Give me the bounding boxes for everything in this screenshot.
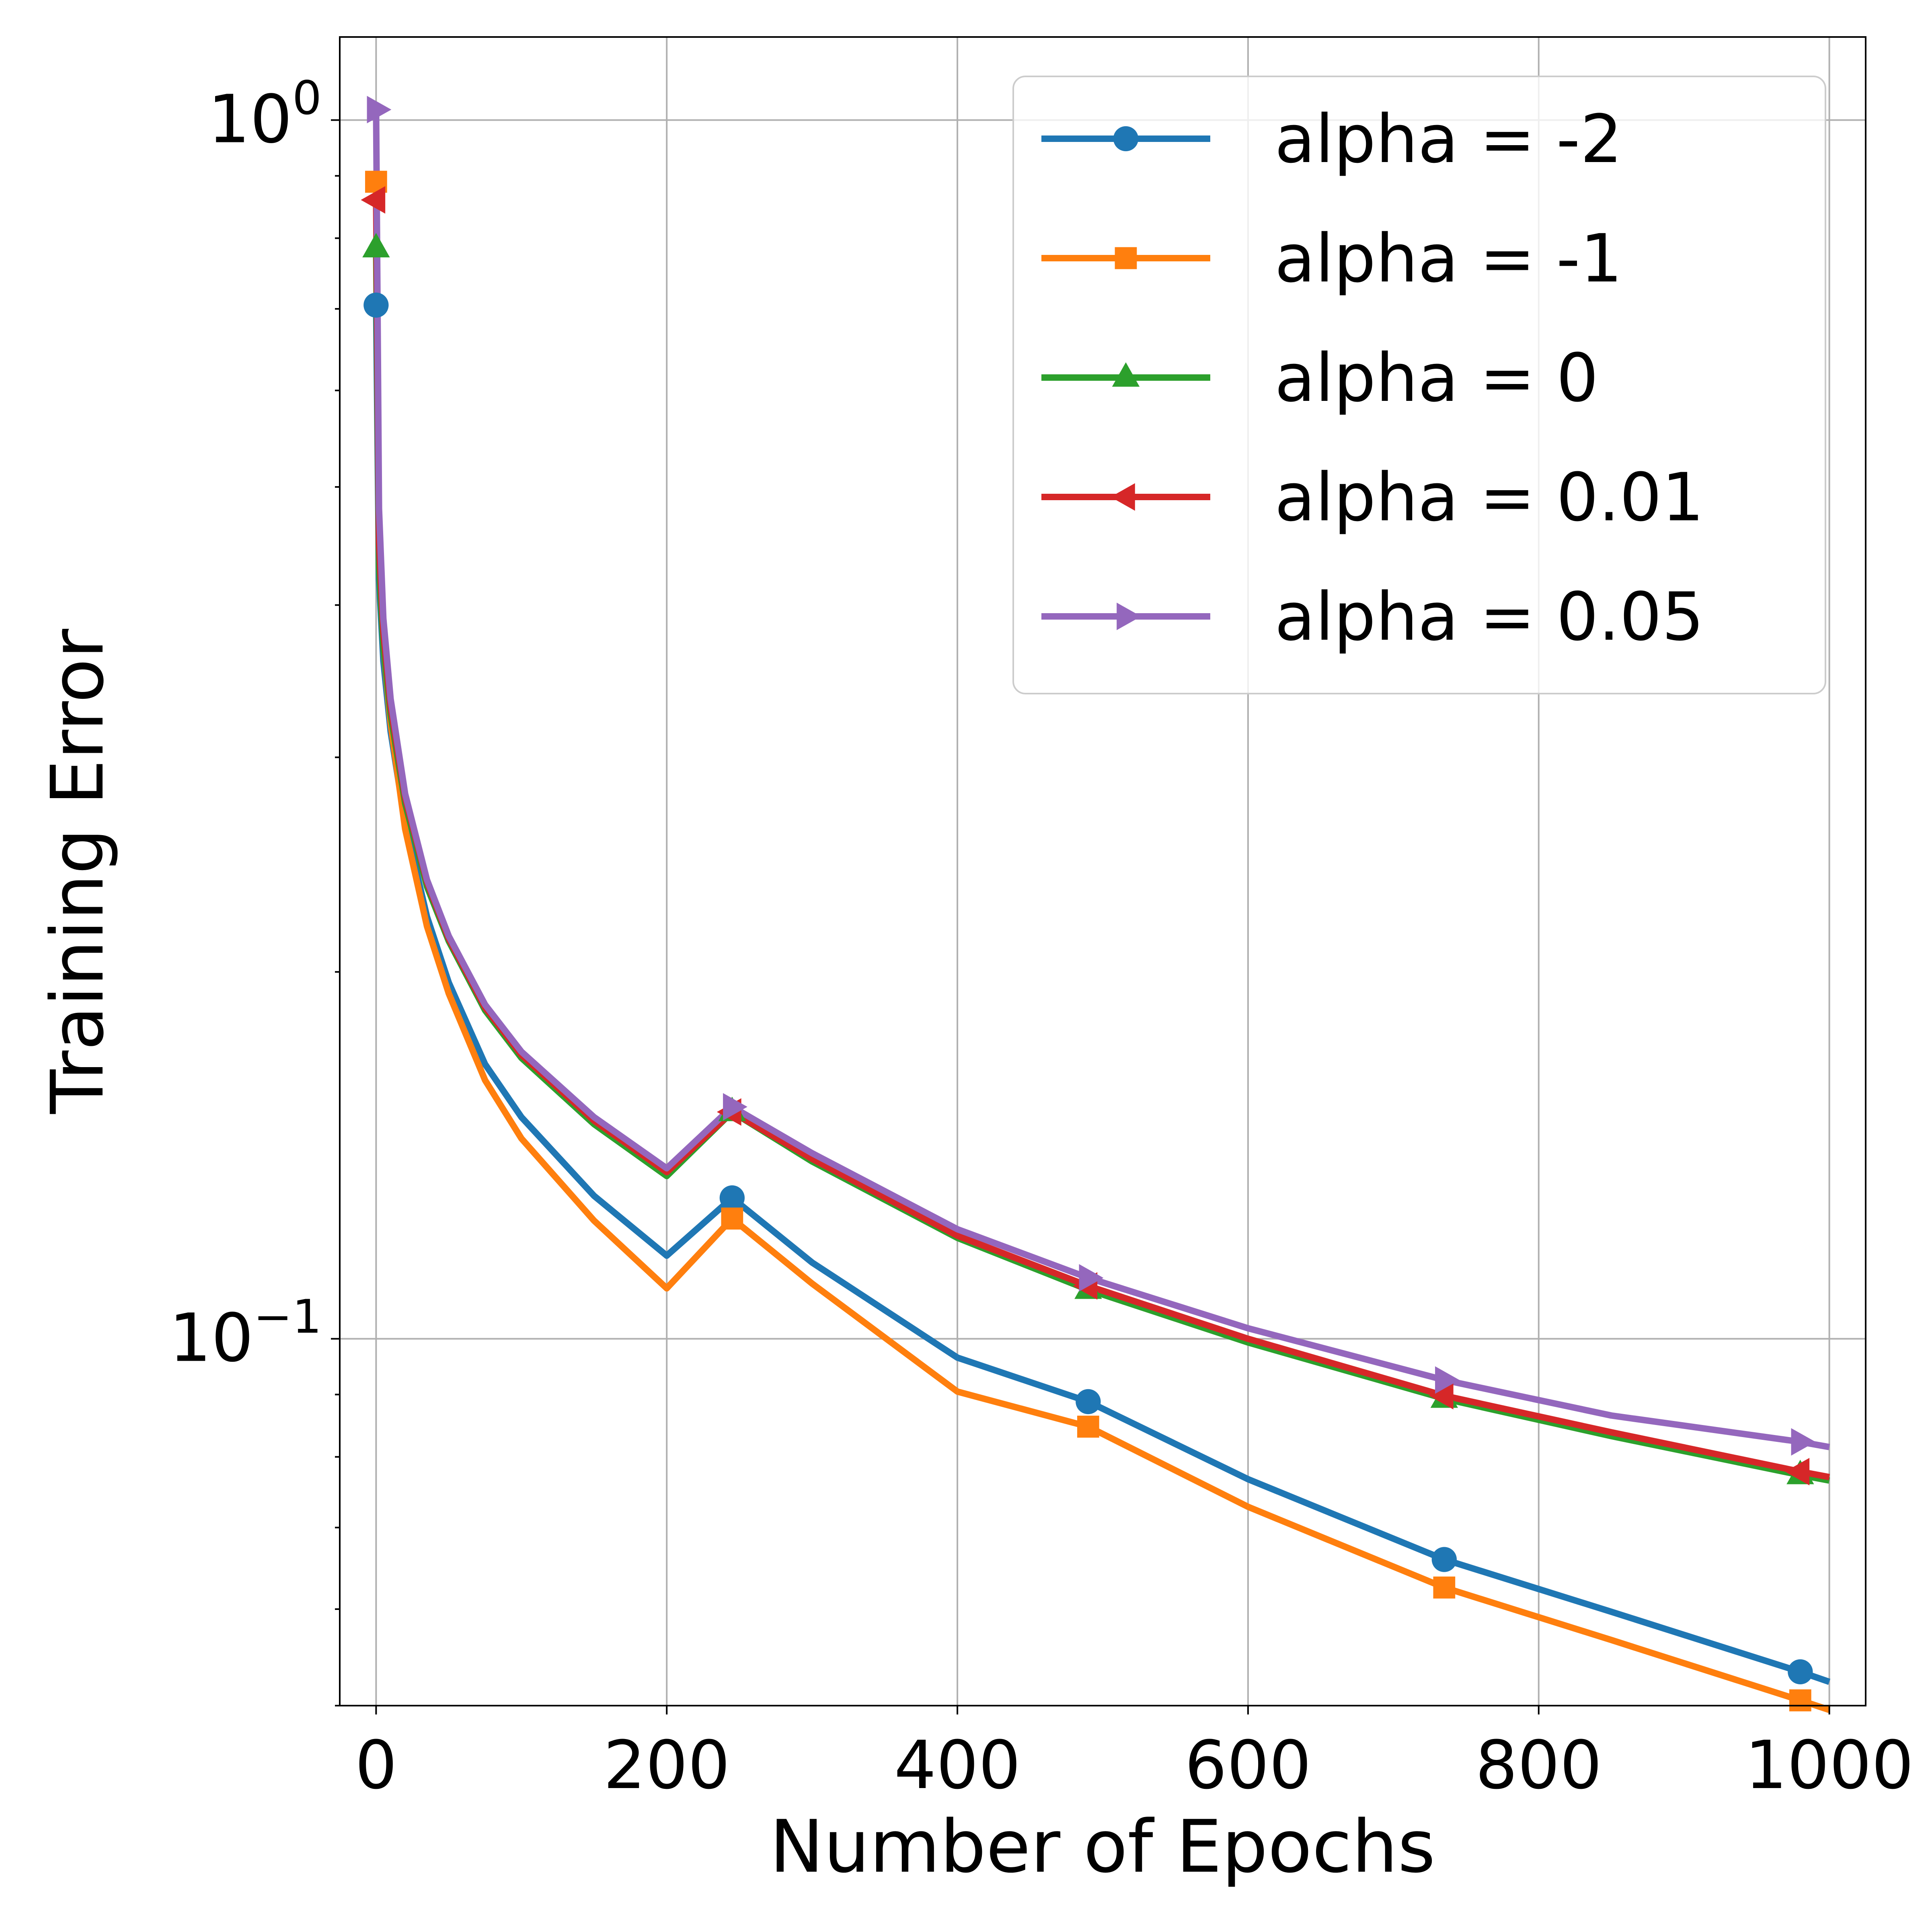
- data-point: [719, 1185, 745, 1211]
- data-point: [367, 96, 392, 123]
- data-point: [1076, 1389, 1101, 1415]
- legend-marker: [1117, 602, 1141, 630]
- data-point: [1791, 1428, 1816, 1456]
- x-tick-label: 400: [894, 1727, 1021, 1804]
- data-point: [1789, 1689, 1811, 1712]
- x-tick-label: 600: [1185, 1727, 1311, 1804]
- data-point: [721, 1207, 743, 1230]
- data-point: [362, 233, 390, 258]
- data-point: [1433, 1576, 1456, 1599]
- legend-marker: [1113, 126, 1139, 152]
- x-axis-ticks: 0 200 400 600 800 1000: [355, 1706, 1914, 1804]
- legend: alpha = -2 alpha = -1 alpha = 0 alpha = 0.0…: [1012, 76, 1826, 694]
- data-point: [1079, 1264, 1104, 1292]
- y-axis-label: Training Error: [36, 629, 120, 1114]
- series-lines: [373, 109, 1831, 1713]
- data-point: [1431, 1547, 1457, 1572]
- y-axis-ticks: 100 10−1: [169, 72, 340, 1706]
- legend-marker: [1115, 247, 1137, 269]
- x-axis-label: Number of Epochs: [770, 1805, 1435, 1889]
- data-point: [1785, 1458, 1810, 1486]
- legend-label: alpha = 0: [1275, 339, 1599, 417]
- legend-marker: [1112, 362, 1140, 387]
- series-line: [373, 109, 1830, 1450]
- legend-label: alpha = 0.05: [1275, 578, 1704, 655]
- data-point: [361, 186, 386, 214]
- data-point: [1788, 1659, 1813, 1685]
- x-tick-label: 0: [355, 1727, 397, 1804]
- data-point: [723, 1093, 747, 1121]
- legend-box: [1012, 76, 1826, 694]
- legend-label: alpha = -2: [1275, 101, 1622, 178]
- data-point: [1429, 1382, 1454, 1410]
- series-markers: [361, 96, 1816, 1712]
- data-point: [1077, 1415, 1099, 1438]
- legend-entries: alpha = -2 alpha = -1 alpha = 0 alpha = 0.0…: [1041, 101, 1704, 655]
- legend-label: alpha = 0.01: [1275, 459, 1704, 536]
- legend-label: alpha = -1: [1275, 220, 1622, 297]
- x-tick-label: 800: [1475, 1727, 1602, 1804]
- data-point: [363, 292, 389, 318]
- plot-frame: [339, 36, 1866, 1706]
- data-point: [1435, 1366, 1460, 1394]
- y-tick-label: 10−1: [169, 1290, 322, 1377]
- y-tick-label: 100: [208, 72, 322, 158]
- legend-marker: [1111, 483, 1135, 511]
- x-tick-label: 200: [604, 1727, 730, 1804]
- x-tick-label: 1000: [1745, 1727, 1914, 1804]
